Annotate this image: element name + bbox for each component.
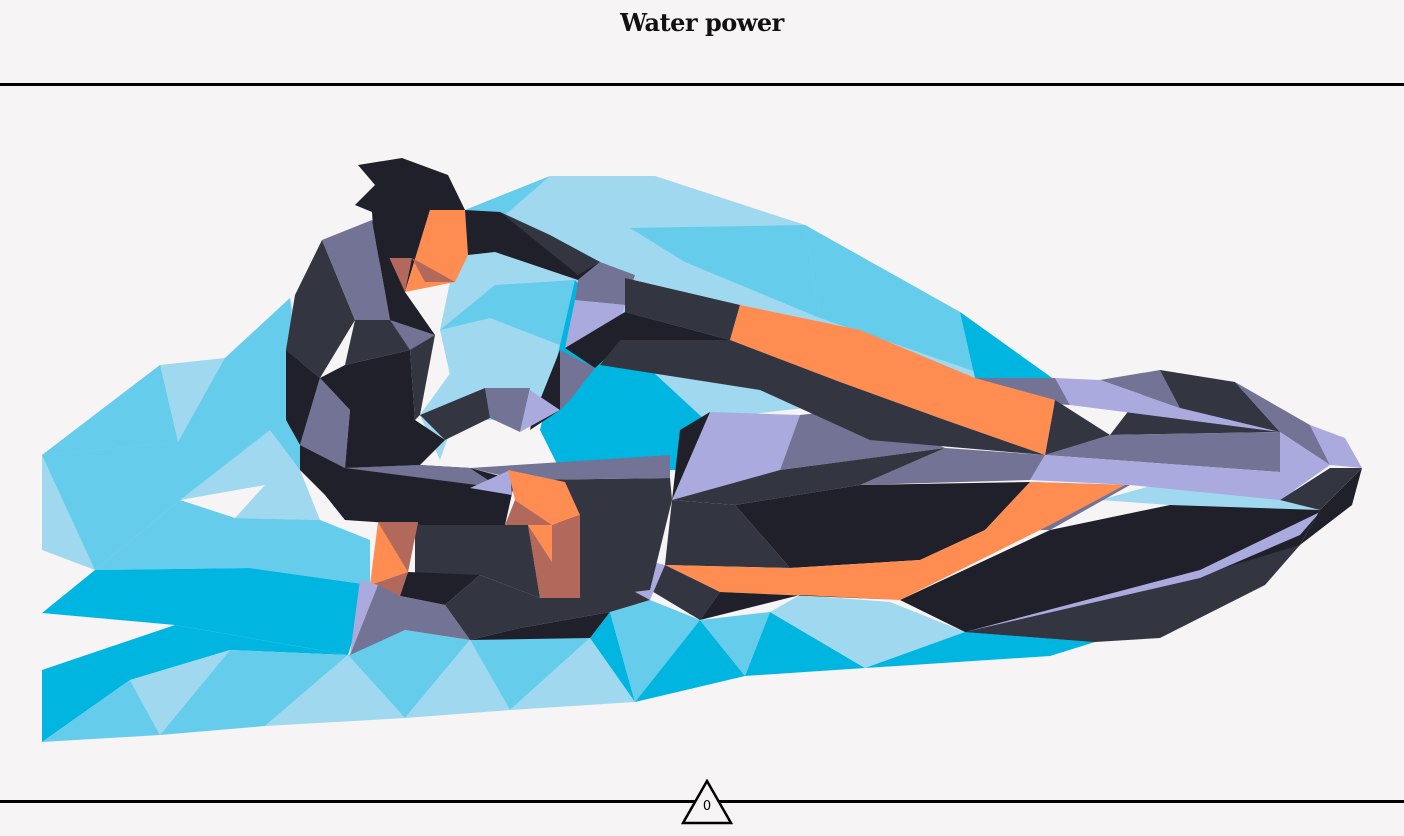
- water-shard[interactable]: [440, 280, 575, 345]
- rider-shard[interactable]: [412, 258, 455, 282]
- deck-shard[interactable]: [1045, 432, 1280, 472]
- rider-shard[interactable]: [350, 585, 470, 655]
- rider-shard[interactable]: [470, 612, 610, 640]
- water-shard[interactable]: [610, 600, 700, 702]
- jet-ski: [470, 370, 1362, 642]
- rider-shard[interactable]: [410, 335, 435, 420]
- rider-shard[interactable]: [345, 465, 500, 488]
- accent-stripe[interactable]: [665, 482, 1125, 600]
- water-shard[interactable]: [700, 612, 770, 676]
- rider-shard[interactable]: [470, 470, 512, 495]
- body-shard[interactable]: [780, 408, 945, 470]
- water-shard[interactable]: [510, 638, 635, 710]
- water-shard[interactable]: [42, 365, 178, 455]
- rider-shard[interactable]: [508, 470, 580, 525]
- water-shard[interactable]: [42, 625, 348, 742]
- deck-shard[interactable]: [1100, 370, 1180, 408]
- water-shard[interactable]: [405, 640, 510, 718]
- body-shard[interactable]: [672, 448, 945, 505]
- body-shard[interactable]: [665, 500, 790, 568]
- hull-shard[interactable]: [700, 592, 900, 620]
- rider-shard[interactable]: [286, 350, 320, 445]
- rider-shard[interactable]: [485, 388, 530, 432]
- rider-shard[interactable]: [420, 388, 490, 440]
- rider-shard[interactable]: [445, 575, 650, 640]
- counter-value: 0: [702, 799, 712, 814]
- rider-shard[interactable]: [575, 262, 635, 305]
- deck-shard[interactable]: [1235, 382, 1330, 465]
- header: Water power: [0, 0, 1404, 86]
- rider-shard[interactable]: [350, 580, 378, 655]
- rider-shard[interactable]: [528, 515, 580, 598]
- deck-shard[interactable]: [1280, 432, 1330, 500]
- water-shard[interactable]: [770, 595, 965, 668]
- rider-shard[interactable]: [400, 572, 480, 605]
- body-shard[interactable]: [860, 448, 1045, 485]
- water-shard[interactable]: [95, 500, 370, 585]
- rider-shard[interactable]: [372, 220, 435, 350]
- water-shard[interactable]: [348, 630, 470, 718]
- rider-shard[interactable]: [600, 340, 1045, 455]
- water-shard[interactable]: [42, 568, 370, 655]
- rider-shard[interactable]: [378, 522, 418, 572]
- rider-shard[interactable]: [730, 305, 1055, 455]
- body-shard[interactable]: [672, 412, 800, 500]
- rider-shard[interactable]: [560, 350, 595, 410]
- water-shard[interactable]: [178, 298, 300, 445]
- water-shard[interactable]: [265, 655, 405, 726]
- rider-shard[interactable]: [625, 278, 740, 340]
- rider: [286, 158, 1055, 655]
- water-shard[interactable]: [130, 650, 230, 735]
- water-shard[interactable]: [745, 612, 865, 676]
- body-shard[interactable]: [735, 482, 1030, 568]
- polygon-artwork[interactable]: [0, 86, 1404, 800]
- rider-shard[interactable]: [320, 350, 445, 468]
- rider-shard[interactable]: [505, 500, 552, 525]
- deck-shard[interactable]: [1310, 425, 1362, 468]
- hull-shard[interactable]: [900, 505, 1320, 642]
- hull-shard[interactable]: [1280, 468, 1362, 510]
- water-shard[interactable]: [630, 225, 820, 318]
- deck-shard[interactable]: [1055, 378, 1280, 432]
- water-shard[interactable]: [160, 650, 348, 735]
- water-shard[interactable]: [865, 632, 1095, 668]
- rider-shard[interactable]: [415, 525, 540, 598]
- rider-shard[interactable]: [300, 445, 515, 525]
- rider-shard[interactable]: [300, 378, 350, 468]
- water-shard[interactable]: [42, 680, 160, 742]
- body-shard[interactable]: [672, 412, 710, 500]
- water-shard[interactable]: [470, 628, 590, 710]
- rider-shard[interactable]: [500, 212, 600, 275]
- water-shard[interactable]: [180, 430, 320, 520]
- deck-shard[interactable]: [1030, 455, 1280, 500]
- rider-shard[interactable]: [565, 300, 625, 348]
- deck-shard[interactable]: [1045, 400, 1110, 455]
- move-counter: 0: [681, 779, 733, 825]
- water-shard[interactable]: [465, 176, 550, 215]
- water-shard[interactable]: [960, 312, 1055, 380]
- water-shard[interactable]: [805, 225, 985, 375]
- rider-shard[interactable]: [390, 320, 435, 350]
- rider-shard[interactable]: [322, 220, 390, 320]
- rider-shard[interactable]: [520, 390, 560, 432]
- triangle-icon: [681, 779, 733, 825]
- water-shard[interactable]: [590, 612, 635, 702]
- rider-shard[interactable]: [370, 572, 408, 596]
- water-shard[interactable]: [635, 620, 745, 702]
- rider-shard[interactable]: [286, 240, 355, 378]
- hull-shard[interactable]: [650, 565, 720, 620]
- hull-shard[interactable]: [1300, 468, 1362, 545]
- page-title: Water power: [620, 8, 784, 37]
